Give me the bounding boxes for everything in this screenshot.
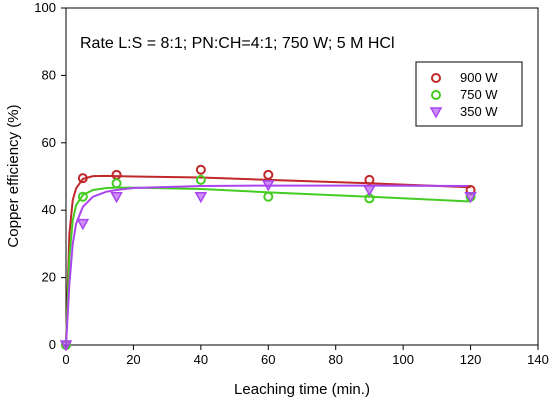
x-tick-label: 100 [392,352,414,367]
data-point-series-1 [263,169,274,180]
data-point-series-3 [76,218,90,231]
x-tick-label: 40 [194,352,208,367]
legend: 900 W 750 W 350 W [415,61,523,127]
data-point-series-1 [364,174,375,185]
data-point-series-3 [262,180,275,192]
x-tick-label: 140 [527,352,549,367]
data-point-series-3 [194,191,208,204]
data-point-series-1 [77,173,88,184]
x-tick-label: 60 [261,352,275,367]
data-point-series-3 [59,340,73,352]
axis-ticks: 0 20 40 60 80 100 120 140 0 20 40 60 80 100 [34,0,549,367]
y-axis-title: Copper efficiency (%) [5,104,22,247]
y-tick-label: 0 [49,337,56,352]
chart-title: Rate L:S = 8:1; PN:CH=4:1; 750 W; 5 M HC… [80,35,395,52]
legend-label-2: 750 W [460,87,498,102]
data-point-series-1 [111,169,122,180]
y-tick-label: 40 [42,202,56,217]
x-axis-title: Leaching time (min.) [234,381,370,398]
data-point-series-2 [111,178,122,189]
x-tick-label: 20 [126,352,140,367]
plot-frame [65,7,539,346]
x-tick-label: 80 [328,352,342,367]
y-tick-label: 20 [42,270,56,285]
x-tick-label: 120 [460,352,482,367]
data-point-series-3 [464,191,477,204]
legend-label-3: 350 W [460,104,498,119]
legend-marker-1 [431,73,441,83]
legend-label-1: 900 W [460,70,498,85]
y-tick-label: 80 [42,67,56,82]
data-point-series-2 [263,191,274,202]
legend-marker-2 [431,90,441,100]
data-points [59,164,477,352]
data-point-series-2 [195,174,206,185]
fit-line-3 [65,184,471,346]
data-point-series-3 [363,185,376,197]
data-point-series-2 [77,191,88,202]
y-tick-label: 60 [42,135,56,150]
fit-line-2 [65,186,471,346]
legend-marker-3 [429,107,443,119]
data-point-series-1 [195,164,206,175]
fit-line-1 [65,174,471,346]
legend-box [415,61,523,127]
x-tick-label: 0 [62,352,69,367]
data-point-series-3 [110,191,123,204]
y-tick-label: 100 [34,0,56,15]
